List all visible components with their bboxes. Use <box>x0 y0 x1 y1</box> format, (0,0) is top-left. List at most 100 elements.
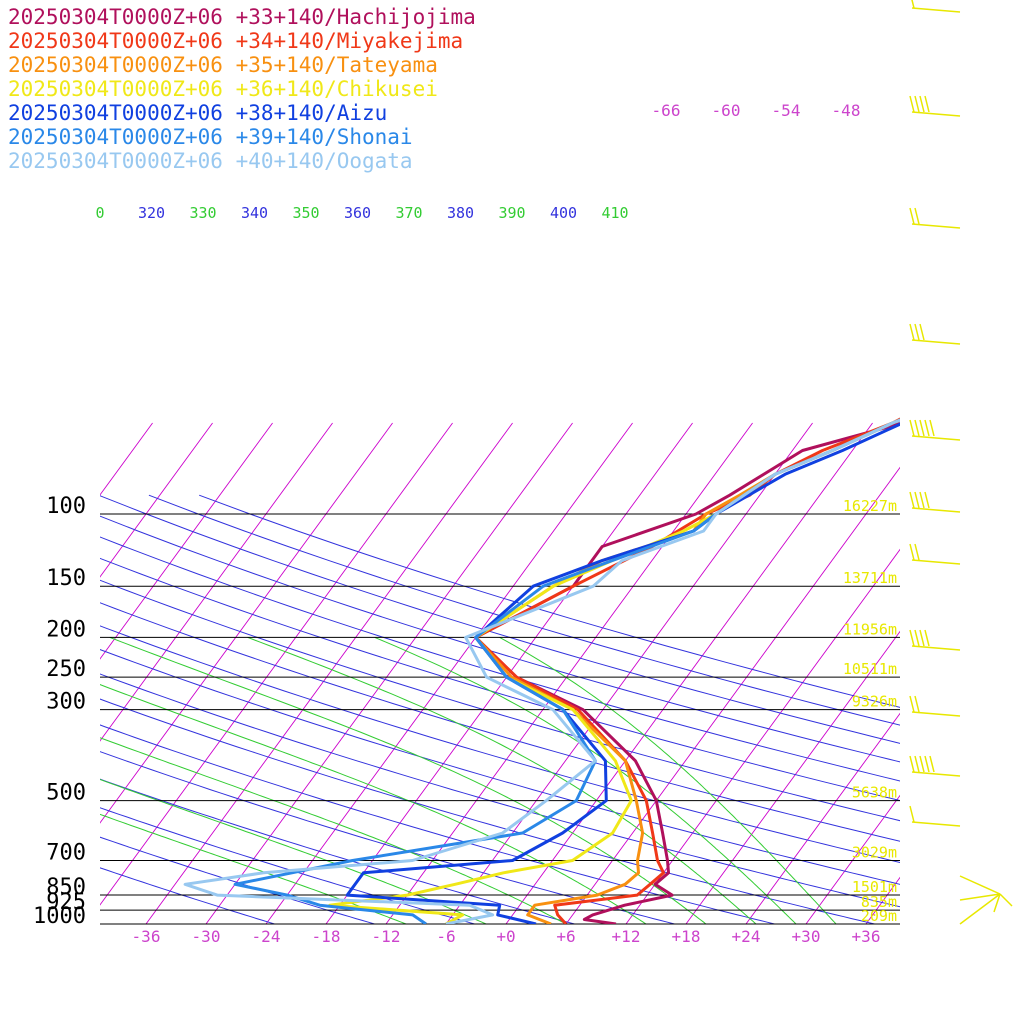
isotherm-label: -60 <box>712 101 741 120</box>
sounding-lines <box>183 417 900 924</box>
dry-adiabat-line <box>199 494 900 708</box>
dry-adiabat-line <box>100 579 900 822</box>
wind-barb-icon <box>909 629 961 651</box>
wind-barb-icon <box>909 491 961 513</box>
pressure-label: 300 <box>46 690 86 715</box>
dry-adiabat-line <box>100 515 900 763</box>
legend-entry: 20250304T0000Z+06 +36+140/Chikusei <box>8 77 438 101</box>
isotherm-label: -66 <box>652 101 681 120</box>
isotherm-line <box>505 422 873 924</box>
height-label: 11956m <box>843 620 897 638</box>
dry-adiabat-line <box>148 494 900 726</box>
isotherm-line <box>445 422 813 924</box>
wind-barbs <box>909 0 1013 925</box>
isotherm-line <box>205 422 573 924</box>
isotherm-line <box>265 422 633 924</box>
wind-barb-icon <box>909 419 961 441</box>
legend-entry: 20250304T0000Z+06 +33+140/Hachijojima <box>8 5 476 29</box>
moist-adiabat-line <box>109 636 707 924</box>
x-tick-label: +18 <box>672 927 701 946</box>
pressure-label: 100 <box>46 494 86 519</box>
x-tick-label: -30 <box>192 927 221 946</box>
isotherm-line <box>100 422 273 660</box>
isotherm-line <box>100 422 453 906</box>
pressure-label: 1000 <box>33 904 86 929</box>
x-tick-label: +12 <box>612 927 641 946</box>
isotherm-line <box>385 422 753 924</box>
dry-adiabat-line <box>100 625 900 863</box>
legend-entry: 20250304T0000Z+06 +38+140/Aizu <box>8 101 387 125</box>
x-tick-label: +30 <box>792 927 821 946</box>
moist-adiabat-line <box>499 636 837 924</box>
x-tick-label: +24 <box>732 927 761 946</box>
height-label: 9326m <box>852 693 897 711</box>
dry-adiabat-line <box>100 649 900 885</box>
pressure-label: 700 <box>46 840 86 865</box>
isotherm-line <box>565 466 900 924</box>
isotherm-line <box>805 794 900 924</box>
theta-label: 400 <box>550 204 577 222</box>
series-line <box>474 418 900 924</box>
legend-entry: 20250304T0000Z+06 +39+140/Shonai <box>8 125 413 149</box>
isotherm-label: -54 <box>772 101 801 120</box>
x-tick-label: -36 <box>132 927 161 946</box>
wind-barb-icon <box>909 755 961 777</box>
x-tick-label: +6 <box>556 927 575 946</box>
theta-label: 0 <box>95 204 104 222</box>
theta-label: 390 <box>498 204 525 222</box>
legend-entry: 20250304T0000Z+06 +35+140/Tateyama <box>8 53 438 77</box>
x-tick-label: -18 <box>312 927 341 946</box>
wind-barb-icon <box>909 95 961 117</box>
height-label: 1501m <box>852 878 897 896</box>
x-tick-label: -6 <box>436 927 455 946</box>
legend: 20250304T0000Z+06 +33+140/Hachijojima202… <box>8 5 476 173</box>
isotherm-line <box>100 422 213 578</box>
wind-barb-icon <box>909 207 961 229</box>
moist-adiabat-line <box>100 684 647 924</box>
dry-adiabat-line <box>100 602 900 842</box>
moist-adiabat-line <box>100 737 567 924</box>
height-label: 835m <box>861 893 897 911</box>
height-label: 3029m <box>852 843 897 861</box>
theta-label: 340 <box>241 204 268 222</box>
theta-label: 360 <box>344 204 371 222</box>
dry-adiabat-line <box>100 557 900 802</box>
isotherm-line <box>100 422 333 742</box>
height-label: 10511m <box>843 660 897 678</box>
pressure-label: 925 <box>46 890 86 915</box>
isotherm-line <box>0 423 33 924</box>
pressure-label: 500 <box>46 781 86 806</box>
series-line <box>183 418 900 924</box>
height-label: 13711m <box>843 569 897 587</box>
pressure-label: 200 <box>46 617 86 642</box>
x-tick-label: +36 <box>852 927 881 946</box>
wind-barb-icon <box>959 875 1013 925</box>
isotherm-label: -48 <box>832 101 861 120</box>
dry-adiabat-line <box>100 536 900 782</box>
x-tick-label: -24 <box>252 927 281 946</box>
legend-entry: 20250304T0000Z+06 +34+140/Miyakejima <box>8 29 463 53</box>
pressure-label: 150 <box>46 566 86 591</box>
height-label: 16227m <box>843 497 897 515</box>
series-line <box>474 422 900 924</box>
isotherm-line <box>986 423 1024 924</box>
theta-label: 370 <box>395 204 422 222</box>
legend-entry: 20250304T0000Z+06 +40+140/Oogata <box>8 149 413 173</box>
pressure-label: 250 <box>46 657 86 682</box>
isotherm-line <box>145 422 513 924</box>
theta-label: 380 <box>447 204 474 222</box>
isotherm-line <box>625 548 900 924</box>
dry-adiabat-line <box>100 495 900 744</box>
isotherm-line <box>685 630 900 924</box>
wind-barb-icon <box>909 323 961 345</box>
theta-label: 320 <box>138 204 165 222</box>
wind-barb-icon <box>909 543 961 565</box>
x-tick-label: +0 <box>496 927 515 946</box>
theta-label: 330 <box>189 204 216 222</box>
isotherm-line <box>926 423 1024 924</box>
pressure-label: 850 <box>46 875 86 900</box>
moist-adiabat-line <box>100 778 487 924</box>
height-label: 5638m <box>852 784 897 802</box>
